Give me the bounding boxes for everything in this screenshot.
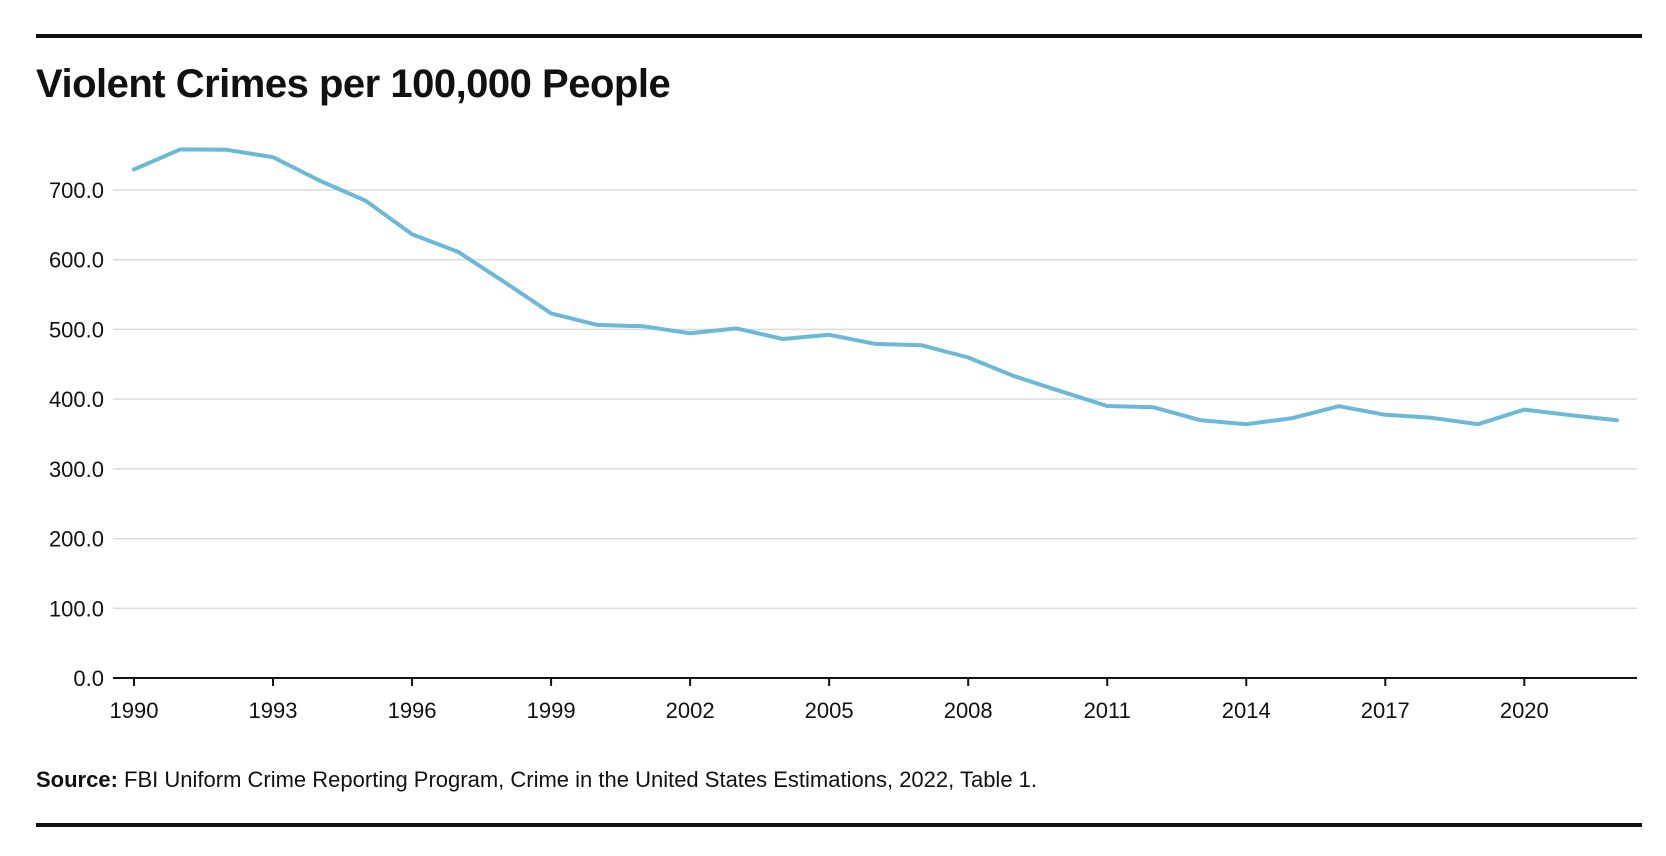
x-tick-label: 2020 (1500, 698, 1549, 723)
source-note: Source: FBI Uniform Crime Reporting Prog… (36, 767, 1037, 793)
series (132, 147, 1619, 427)
source-text: FBI Uniform Crime Reporting Program, Cri… (124, 767, 1038, 792)
x-axis-ticks: 1990 1993 1996 1999 2002 2005 2008 2011 2014 2017… (110, 678, 1549, 723)
y-tick-label: 700.0 (49, 178, 104, 203)
x-tick-label: 1999 (527, 698, 576, 723)
y-tick-label: 300.0 (49, 457, 104, 482)
bottom-rule (36, 823, 1642, 827)
y-tick-label: 200.0 (49, 527, 104, 552)
y-tick-label: 600.0 (49, 248, 104, 273)
x-tick-label: 1993 (249, 698, 298, 723)
x-tick-label: 2017 (1361, 698, 1410, 723)
x-tick-label: 1990 (110, 698, 159, 723)
source-label: Source: (36, 767, 118, 792)
y-axis-ticks: 0.0 100.0 200.0 300.0 400.0 500.0 600.0 700.0 (49, 178, 104, 691)
x-tick-label: 2005 (805, 698, 854, 723)
y-tick-label: 0.0 (73, 666, 104, 691)
top-rule (36, 34, 1642, 38)
series-line (132, 147, 1619, 427)
x-tick-label: 2014 (1222, 698, 1271, 723)
x-tick-label: 1996 (388, 698, 437, 723)
gridlines (113, 189, 1637, 610)
line-chart: 0.0 100.0 200.0 300.0 400.0 500.0 600.0 700.0 1… (49, 147, 1637, 723)
x-tick-label: 2002 (666, 698, 715, 723)
y-tick-label: 100.0 (49, 596, 104, 621)
y-tick-label: 400.0 (49, 387, 104, 412)
x-tick-label: 2008 (944, 698, 993, 723)
y-tick-label: 500.0 (49, 317, 104, 342)
x-tick-label: 2011 (1084, 698, 1131, 723)
chart-title: Violent Crimes per 100,000 People (36, 62, 671, 106)
